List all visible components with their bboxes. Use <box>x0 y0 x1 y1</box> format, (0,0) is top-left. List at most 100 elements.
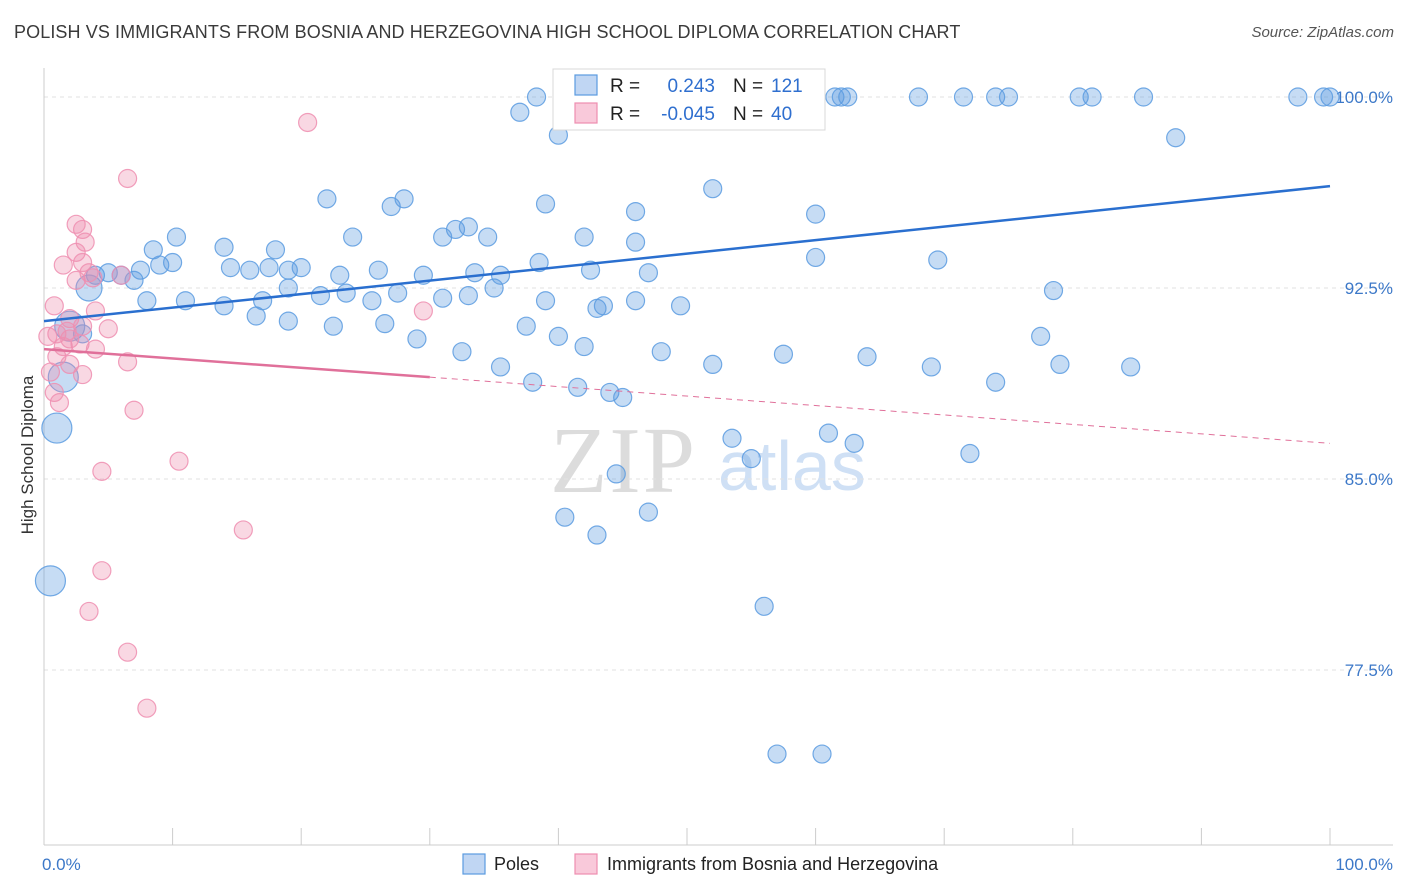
immigrants-trend-line-extrapolated <box>429 376 1331 444</box>
poles-point <box>433 227 453 247</box>
poles-point <box>1313 87 1334 107</box>
poles-point <box>516 316 536 336</box>
poles-point <box>1166 128 1186 148</box>
poles-point <box>240 260 260 280</box>
poles-point <box>220 258 241 278</box>
poles-point <box>1288 87 1308 107</box>
poles-point <box>214 237 234 257</box>
source-credit: Source: ZipAtlas.com <box>1251 24 1394 41</box>
stats-pink-n-value: 40 <box>771 104 792 125</box>
poles-point <box>574 336 594 357</box>
immigrants-point <box>117 352 138 372</box>
poles-point <box>478 227 498 247</box>
immigrants-point <box>53 255 73 275</box>
poles-point <box>362 291 382 311</box>
poles-point <box>986 372 1006 392</box>
poles-point <box>555 507 575 527</box>
poles-point <box>580 260 601 280</box>
immigrants-point <box>413 301 433 321</box>
immigrants-point <box>92 561 112 581</box>
poles-point <box>998 87 1019 107</box>
stats-blue-r-label: R = <box>610 76 640 97</box>
poles-point <box>1082 87 1102 107</box>
legend-poles-label: Poles <box>494 854 539 874</box>
poles-point <box>75 274 103 302</box>
poles-point <box>1043 280 1064 301</box>
watermark-zip: ZIP <box>550 409 697 513</box>
poles-point <box>291 258 311 278</box>
poles-point <box>394 189 414 209</box>
poles-point <box>805 204 826 224</box>
stats-blue-n-label: N = <box>733 76 763 97</box>
stats-pink-r-value: -0.045 <box>661 104 715 125</box>
immigrants-point <box>98 319 118 339</box>
poles-point <box>1031 326 1051 346</box>
immigrants-point <box>72 252 93 273</box>
poles-point <box>484 278 504 298</box>
immigrants-point <box>79 601 99 622</box>
poles-point <box>818 423 839 443</box>
poles-point <box>741 449 761 469</box>
poles-point <box>259 258 279 278</box>
poles-point <box>368 260 388 280</box>
legend-immigrants-swatch <box>574 853 598 875</box>
poles-point <box>568 377 588 397</box>
poles-point <box>1133 87 1154 107</box>
poles-point <box>535 194 556 214</box>
poles-point <box>137 291 157 311</box>
poles-point <box>458 217 478 237</box>
poles-point <box>34 565 67 597</box>
poles-point <box>928 250 948 270</box>
poles-points <box>34 87 1340 764</box>
poles-trend-line <box>43 184 1331 323</box>
legend-poles-swatch <box>462 853 486 875</box>
poles-point <box>593 296 614 316</box>
poles-point <box>510 102 530 122</box>
immigrants-point <box>169 451 189 471</box>
immigrants-point <box>137 698 157 718</box>
poles-point <box>613 387 633 408</box>
poles-point <box>458 286 478 306</box>
poles-point <box>831 87 851 107</box>
poles-point <box>330 265 350 285</box>
poles-point <box>638 502 659 522</box>
chart-title: POLISH VS IMMIGRANTS FROM BOSNIA AND HER… <box>14 22 961 42</box>
poles-point <box>625 202 646 222</box>
poles-point <box>587 525 607 545</box>
immigrants-point <box>233 520 253 540</box>
poles-point <box>124 270 144 290</box>
immigrants-point <box>83 268 103 288</box>
stats-blue-swatch <box>574 74 598 96</box>
poles-point <box>908 87 929 107</box>
x-tick-marks <box>43 828 1331 845</box>
y-tick-label: 92.5% <box>1345 279 1393 298</box>
poles-point <box>638 263 659 283</box>
poles-point <box>214 296 234 316</box>
poles-point <box>163 252 183 273</box>
poles-point <box>703 179 723 199</box>
poles-point <box>41 412 73 444</box>
stats-pink-r-label: R = <box>610 104 640 125</box>
poles-point <box>265 240 286 260</box>
poles-point <box>606 464 626 484</box>
immigrants-point <box>72 364 93 385</box>
poles-point <box>336 283 356 303</box>
immigrants-point <box>66 214 86 234</box>
immigrants-point <box>92 461 112 481</box>
poles-point <box>857 347 877 367</box>
poles-point <box>130 260 151 280</box>
immigrants-point <box>57 321 77 341</box>
legend-immigrants-label: Immigrants from Bosnia and Herzegovina <box>607 854 939 874</box>
poles-point <box>323 316 343 336</box>
poles-point <box>246 306 266 326</box>
poles-point <box>343 227 363 247</box>
poles-point <box>953 87 974 107</box>
immigrants-point <box>124 400 144 420</box>
poles-point <box>310 286 331 306</box>
poles-point <box>1050 354 1070 374</box>
immigrants-point <box>60 354 80 374</box>
stats-box: R = 0.243 N = 121 R = -0.045 N = 40 <box>552 68 826 131</box>
poles-point <box>1121 357 1141 377</box>
poles-point <box>625 232 646 252</box>
